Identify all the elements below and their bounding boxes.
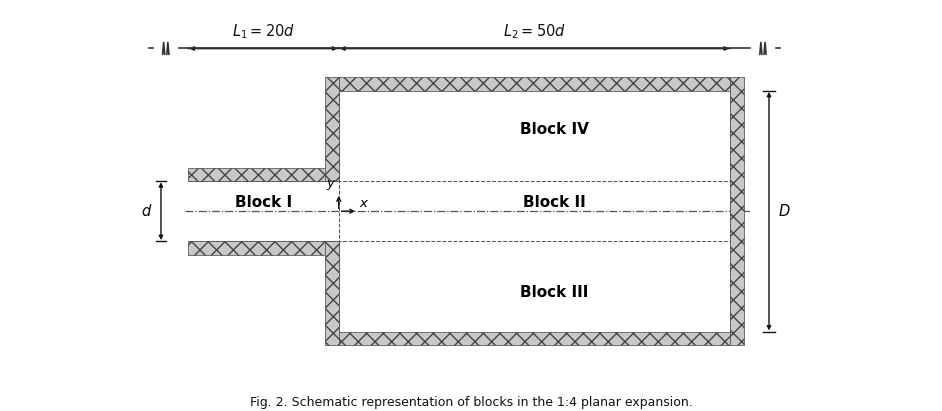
Bar <box>326 241 339 345</box>
Text: Block I: Block I <box>235 195 292 210</box>
Bar <box>730 77 743 345</box>
Bar <box>188 241 339 254</box>
Text: $L_1 = 20d$: $L_1 = 20d$ <box>232 22 295 41</box>
Text: $L_2 = 50d$: $L_2 = 50d$ <box>503 22 566 41</box>
Text: Fig. 2. Schematic representation of blocks in the 1:4 planar expansion.: Fig. 2. Schematic representation of bloc… <box>250 396 692 409</box>
Bar <box>339 332 730 345</box>
Text: $D$: $D$ <box>778 203 790 219</box>
Text: Block II: Block II <box>523 195 586 210</box>
Text: $y$: $y$ <box>326 178 336 192</box>
Bar <box>188 168 339 181</box>
Text: $d$: $d$ <box>140 203 152 219</box>
Bar <box>339 77 730 91</box>
Bar <box>326 77 339 181</box>
Text: Block III: Block III <box>520 285 589 300</box>
Text: Block IV: Block IV <box>520 122 589 137</box>
Text: $x$: $x$ <box>359 197 369 210</box>
